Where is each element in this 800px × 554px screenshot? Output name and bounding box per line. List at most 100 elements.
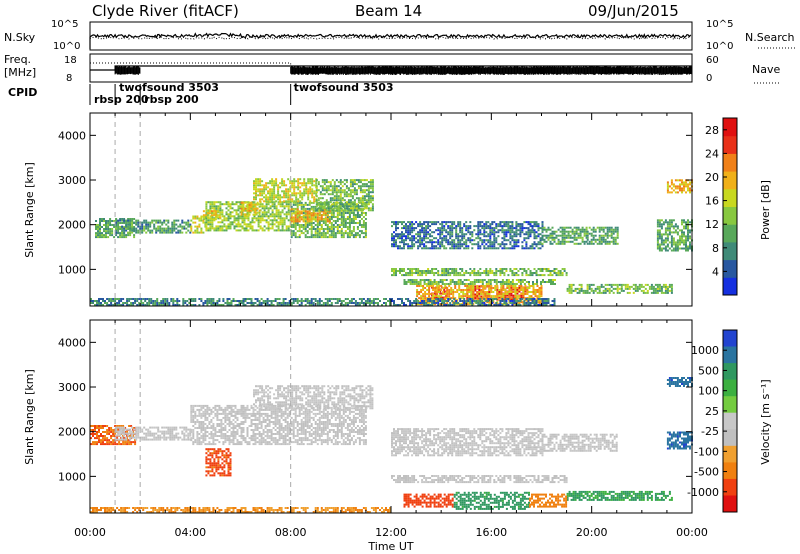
- heatmap-cell: [152, 304, 155, 306]
- heatmap-cell: [499, 221, 502, 224]
- heatmap-cell: [223, 223, 226, 226]
- heatmap-cell: [495, 223, 498, 226]
- heatmap-cell: [294, 216, 297, 219]
- heatmap-cell: [143, 229, 146, 232]
- heatmap-cell: [285, 217, 288, 220]
- heatmap-cell: [453, 245, 456, 248]
- heatmap-cell: [537, 229, 540, 232]
- heatmap-cell: [295, 194, 298, 197]
- heatmap-cell: [572, 283, 575, 286]
- heatmap-cell: [600, 226, 603, 229]
- heatmap-cell: [211, 207, 214, 210]
- heatmap-cell: [439, 231, 442, 234]
- heatmap-cell: [103, 228, 105, 230]
- heatmap-cell: [285, 225, 288, 228]
- heatmap-cell: [287, 207, 290, 210]
- heatmap-cell: [145, 225, 148, 228]
- heatmap-cell: [503, 239, 506, 242]
- heatmap-cell: [417, 281, 420, 283]
- heatmap-cell: [416, 285, 419, 287]
- heatmap-cell: [428, 287, 431, 289]
- heatmap-cell: [212, 300, 215, 302]
- heatmap-cell: [275, 219, 278, 222]
- heatmap-cell: [221, 209, 224, 212]
- heatmap-cell: [322, 212, 325, 215]
- heatmap-cell: [344, 224, 347, 226]
- heatmap-cell: [265, 188, 268, 191]
- heatmap-cell: [309, 186, 312, 189]
- heatmap-cell: [271, 213, 274, 216]
- heatmap-cell: [351, 185, 354, 188]
- heatmap-cell: [509, 247, 512, 250]
- heatmap-cell: [604, 287, 607, 290]
- heatmap-cell: [163, 229, 166, 232]
- heatmap-cell: [487, 233, 490, 236]
- heatmap-cell: [493, 281, 496, 283]
- heatmap-cell: [568, 285, 571, 288]
- heatmap-cell: [144, 298, 147, 300]
- heatmap-cell: [419, 274, 422, 277]
- heatmap-cell: [361, 209, 364, 212]
- heatmap-cell: [312, 212, 315, 215]
- heatmap-cell: [395, 270, 397, 272]
- heatmap-cell: [416, 291, 419, 293]
- heatmap-cell: [175, 223, 178, 226]
- heatmap-cell: [469, 227, 472, 230]
- heatmap-cell: [338, 224, 341, 226]
- heatmap-cell: [467, 239, 470, 242]
- heatmap-cell: [646, 289, 649, 292]
- heatmap-cell: [451, 221, 454, 224]
- heatmap-cell: [359, 191, 362, 194]
- heatmap-cell: [425, 229, 428, 232]
- heatmap-cell: [119, 218, 122, 220]
- heatmap-cell: [423, 233, 426, 236]
- heatmap-cell: [461, 283, 464, 285]
- heatmap-cell: [489, 233, 492, 236]
- heatmap-cell: [413, 235, 416, 238]
- heatmap-cell: [352, 234, 355, 237]
- heatmap-cell: [517, 229, 520, 232]
- heatmap-cell: [360, 218, 363, 220]
- heatmap-cell: [520, 293, 523, 295]
- heatmap-cell: [342, 216, 345, 218]
- heatmap-cell: [283, 221, 286, 224]
- heatmap-cell: [273, 215, 276, 218]
- heatmap-cell: [469, 225, 472, 228]
- heatmap-cell: [198, 217, 201, 220]
- heatmap-cell: [497, 235, 500, 238]
- heatmap-cell: [357, 187, 360, 190]
- heatmap-cell: [518, 285, 521, 287]
- heatmap-cell: [475, 281, 478, 283]
- heatmap-cell: [364, 236, 367, 239]
- heatmap-cell: [447, 243, 450, 246]
- heatmap-cell: [541, 274, 544, 277]
- heatmap-cell: [353, 193, 356, 196]
- heatmap-cell: [551, 230, 554, 233]
- heatmap-cell: [308, 224, 311, 226]
- heatmap-cell: [371, 183, 374, 186]
- heatmap-cell: [333, 183, 336, 186]
- heatmap-cell: [499, 229, 502, 232]
- heatmap-cell: [393, 241, 395, 244]
- heatmap-cell: [229, 211, 232, 214]
- heatmap-cell: [349, 195, 352, 198]
- heatmap-cell: [449, 279, 452, 281]
- heatmap-cell: [119, 226, 122, 228]
- heatmap-cell: [321, 209, 324, 212]
- heatmap-cell: [485, 272, 488, 274]
- heatmap-cell: [399, 245, 401, 248]
- heatmap-cell: [573, 226, 576, 229]
- heatmap-cell: [570, 291, 573, 294]
- heatmap-cell: [209, 223, 212, 226]
- heatmap-cell: [585, 236, 588, 239]
- heatmap-cell: [318, 230, 321, 233]
- heatmap-cell: [365, 199, 368, 202]
- heatmap-cell: [360, 232, 363, 235]
- heatmap-cell: [129, 223, 132, 226]
- heatmap-cell: [365, 205, 368, 208]
- heatmap-cell: [147, 225, 150, 228]
- heatmap-cell: [497, 223, 500, 226]
- heatmap-cell: [417, 247, 420, 250]
- heatmap-cell: [477, 270, 480, 272]
- heatmap-cell: [294, 232, 297, 235]
